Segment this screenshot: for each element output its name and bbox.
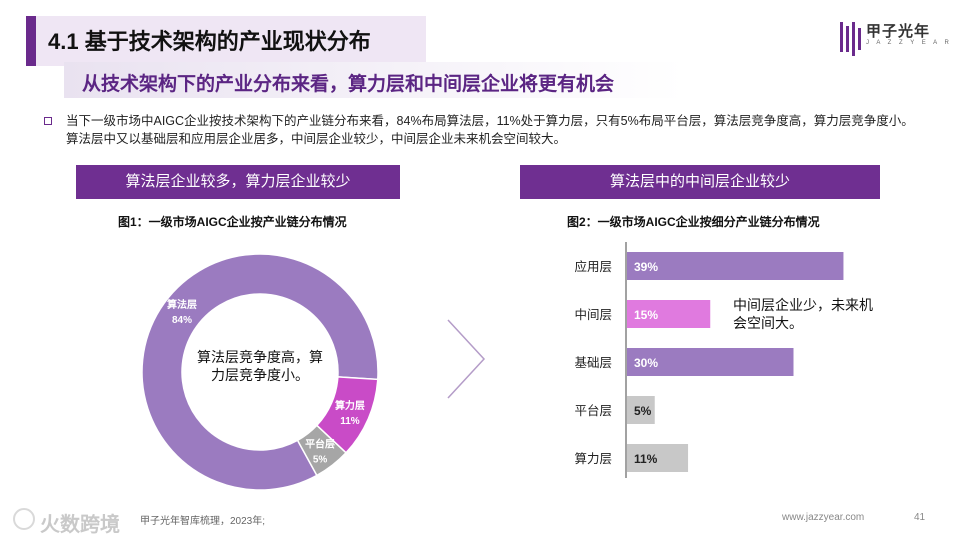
bar-4: [627, 396, 655, 424]
bar-1: [627, 252, 844, 280]
donut-center-note: 算法层竞争度高，算力层竞争度小。: [197, 349, 323, 383]
watermark-logo-icon: [13, 508, 35, 530]
donut-slice-label: 平台层: [305, 437, 335, 450]
bullet-square-icon: [44, 117, 52, 125]
bar-3: [627, 348, 794, 376]
bar-value-label: 15%: [634, 308, 658, 322]
left-panel-heading: 算法层企业较多，算力层企业较少: [76, 165, 400, 199]
bar-value-label: 5%: [634, 404, 652, 418]
bar-category-label: 算力层: [574, 451, 612, 466]
chevron-right-icon: [447, 319, 486, 399]
intro-text: 当下一级市场中AIGC企业按技术架构下的产业链分布来看，84%布局算法层，11%…: [66, 114, 914, 146]
bar-value-label: 39%: [634, 260, 658, 274]
bar-chart-title: 图2：一级市场AIGC企业按细分产业链分布情况: [567, 215, 820, 229]
footer-source: 甲子光年智库梳理，2023年;: [140, 516, 266, 527]
donut-chart: 算法层 84% 算力层 11% 平台层 5%: [141, 253, 379, 491]
donut-chart-title: 图1：一级市场AIGC企业按产业链分布情况: [118, 215, 347, 229]
title-accent-bar: [26, 16, 36, 66]
page-title: 4.1 基于技术架构的产业现状分布: [48, 29, 371, 54]
bar-5: [627, 444, 689, 472]
subtitle-background: [64, 62, 684, 98]
logo-text: 甲子光年: [866, 23, 931, 40]
donut-slice-1: [141, 253, 379, 491]
bar-category-label: 基础层: [574, 356, 612, 370]
donut-slice-label: 算法层: [166, 298, 197, 311]
logo-subtext: J A Z Z Y E A R: [866, 40, 952, 46]
donut-slice-value: 84%: [172, 315, 192, 326]
bar-category-label: 应用层: [574, 259, 612, 274]
footer-url: www.jazzyear.com: [782, 512, 865, 523]
watermark-text: 火数跨境: [40, 514, 120, 536]
bar-category-label: 平台层: [574, 403, 612, 418]
donut-slice-label: 算力层: [334, 399, 365, 412]
page-number: 41: [914, 512, 926, 523]
bar-chart: 应用层 39% 中间层 15% 基础层 30% 平台层 5% 算力层 11%: [574, 242, 844, 478]
donut-slice-3: [296, 424, 348, 477]
title-background: [36, 16, 426, 66]
bar-value-label: 11%: [634, 452, 658, 466]
donut-slice-value: 11%: [340, 416, 360, 427]
bar-2: [627, 300, 711, 328]
bar-value-label: 30%: [634, 356, 658, 370]
subtitle: 从技术架构下的产业分布来看，算力层和中间层企业将更有机会: [82, 74, 615, 95]
bar-chart-note: 中间层企业少，未来机会空间大。: [733, 297, 873, 331]
bar-category-label: 中间层: [574, 307, 612, 322]
jazzyear-logo-icon: [840, 22, 861, 56]
donut-slice-value: 5%: [313, 454, 328, 465]
right-panel-heading: 算法层中的中间层企业较少: [520, 165, 880, 199]
